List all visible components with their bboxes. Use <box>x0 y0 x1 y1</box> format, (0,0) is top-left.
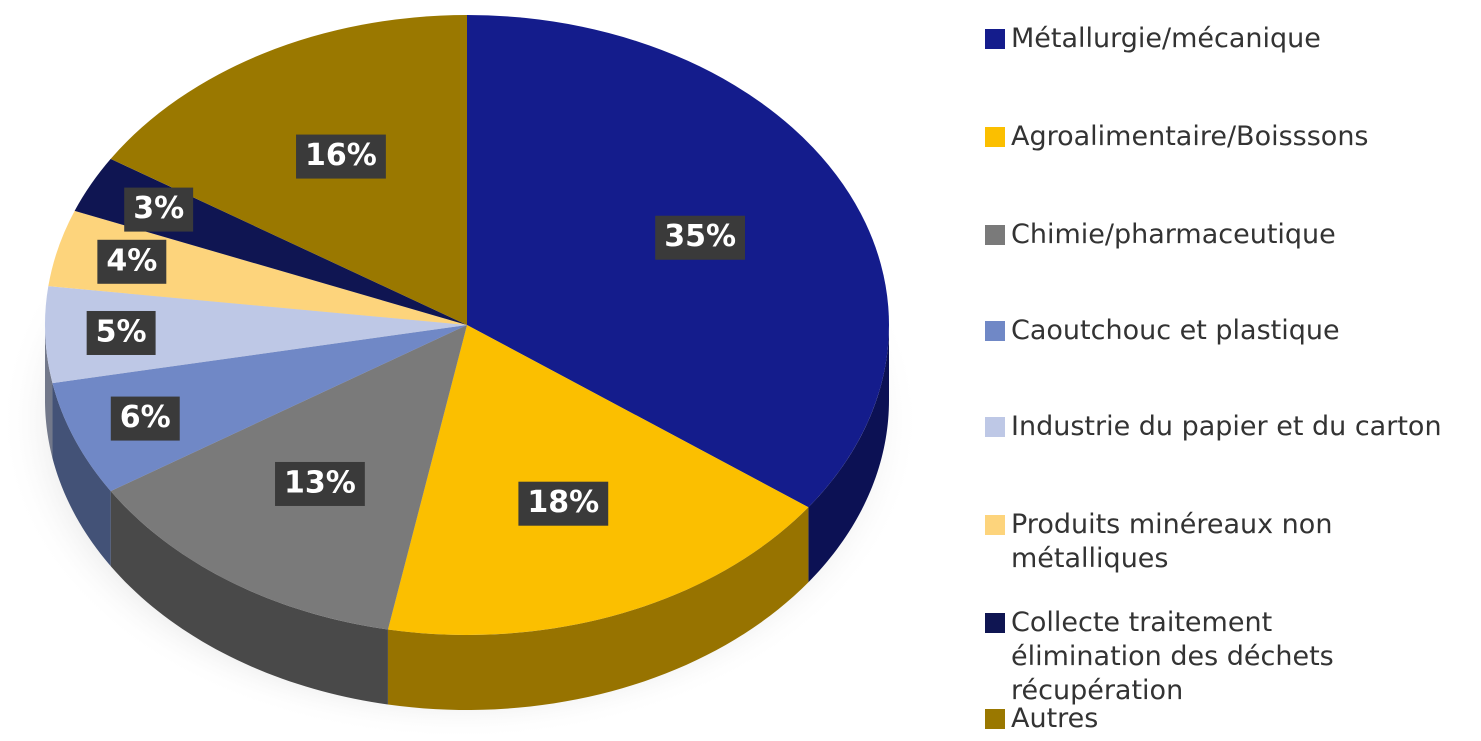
slice-side <box>52 383 111 567</box>
legend-label: Métallurgie/mécanique <box>1011 23 1321 54</box>
legend-item: Agroalimentaire/Boisssons <box>985 120 1465 154</box>
legend-label: Caoutchouc et plastique <box>1011 315 1340 346</box>
chart: 35% 18% 13% 6% 5% 4% 3% 16% <box>0 15 920 740</box>
data-label: 6% <box>120 400 171 435</box>
slice <box>52 325 467 492</box>
data-label: 13% <box>284 465 356 500</box>
legend-label: Agroalimentaire/Boisssons <box>1011 121 1369 152</box>
slice-side <box>808 325 889 583</box>
legend-label: Industrie du papier et du carton <box>1011 411 1442 442</box>
data-label-bg <box>97 239 167 284</box>
data-label: 3% <box>133 191 184 226</box>
legend: Métallurgie/mécanique Agroalimentaire/Boi… <box>985 0 1481 741</box>
slice-side <box>110 491 388 705</box>
legend-swatch <box>985 225 1005 245</box>
legend-label: Chimie/pharmaceutique <box>1011 219 1336 250</box>
slice <box>44 286 468 384</box>
data-label: 5% <box>96 314 147 349</box>
data-label: 18% <box>527 485 599 520</box>
legend-label: Collecte traitement élimination des déch… <box>1011 607 1334 706</box>
legend-item: Caoutchouc et plastique <box>985 314 1465 348</box>
legend-item: Collecte traitement élimination des déch… <box>985 606 1465 708</box>
legend-swatch <box>985 417 1005 437</box>
slice <box>387 325 809 635</box>
data-label-bg <box>296 134 386 179</box>
legend-swatch <box>985 613 1005 633</box>
legend-swatch <box>985 127 1005 147</box>
data-label: 35% <box>664 219 736 254</box>
legend-swatch <box>985 321 1005 341</box>
slice <box>110 15 468 325</box>
legend-label: Produits minéreaux non métalliques <box>1011 509 1333 574</box>
slice <box>467 15 889 508</box>
legend-item: Produits minéreaux non métalliques <box>985 508 1465 576</box>
slice-side <box>387 507 809 710</box>
slice-side <box>45 325 53 459</box>
data-label: 4% <box>106 243 157 278</box>
legend-label: Autres <box>1011 703 1099 734</box>
data-label-bg <box>518 481 609 526</box>
legend-swatch <box>985 709 1005 729</box>
slice <box>48 210 467 325</box>
data-label-bg <box>124 187 194 232</box>
legend-item: Chimie/pharmaceutique <box>985 218 1465 252</box>
data-label-bg <box>86 310 156 355</box>
legend-item: Métallurgie/mécanique <box>985 22 1465 56</box>
legend-item: Autres <box>985 702 1465 736</box>
data-label: 16% <box>305 138 377 173</box>
legend-swatch <box>985 29 1005 49</box>
legend-item: Industrie du papier et du carton <box>985 410 1465 444</box>
data-label-bg <box>110 396 180 441</box>
data-label-bg <box>655 215 746 260</box>
data-label-bg <box>275 461 365 506</box>
legend-swatch <box>985 515 1005 535</box>
